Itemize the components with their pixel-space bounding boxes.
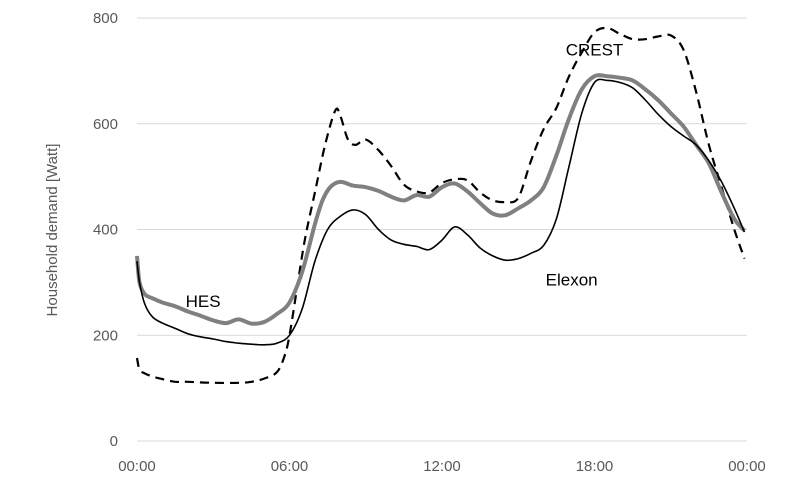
x-tick-label: 06:00 [271, 458, 309, 475]
x-axis-ticks: 00:00 06:00 12:00 18:00 00:00 [118, 458, 766, 475]
annotation-crest: CREST [566, 41, 624, 60]
y-tick-label: 200 [93, 327, 118, 344]
y-axis-ticks: 0 200 400 600 800 [93, 10, 118, 450]
y-tick-label: 0 [110, 433, 118, 450]
series-annotations: CREST HES Elexon [186, 41, 624, 311]
annotation-elexon: Elexon [546, 271, 598, 290]
series-line-elexon [136, 78, 746, 346]
x-tick-label: 00:00 [118, 458, 156, 475]
x-tick-label: 12:00 [423, 458, 461, 475]
x-tick-label: 00:00 [728, 458, 766, 475]
gridlines [137, 17, 747, 336]
y-axis-label: Household demand [Watt] [44, 144, 61, 317]
y-tick-label: 800 [93, 10, 118, 27]
y-tick-label: 400 [93, 222, 118, 239]
series-line-crest [135, 26, 746, 385]
series-line-hes [135, 73, 747, 326]
annotation-hes: HES [186, 292, 221, 311]
series-lines [135, 26, 747, 385]
x-tick-label: 18:00 [576, 458, 614, 475]
y-tick-label: 600 [93, 116, 118, 133]
